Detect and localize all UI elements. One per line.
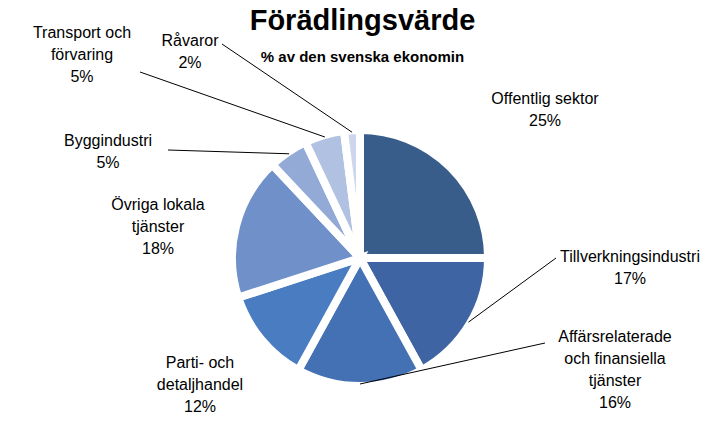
svg-text:Råvaror2%: Råvaror2% <box>162 32 220 71</box>
svg-text:Övriga lokalatjänster18%: Övriga lokalatjänster18% <box>111 196 204 257</box>
svg-text:Affärsrelateradeoch finansiell: Affärsrelateradeoch finansiellatjänster1… <box>558 328 672 411</box>
svg-text:Tillverkningsindustri17%: Tillverkningsindustri17% <box>560 248 700 287</box>
html-text:Förädlingsvärde: Förädlingsvärde <box>249 4 476 36</box>
svg-text:Transport ochförvaring5%: Transport ochförvaring5% <box>33 24 131 85</box>
svg-text:Parti- ochdetaljhandel12%: Parti- ochdetaljhandel12% <box>157 354 243 415</box>
html-text:% av den svenska ekonomin: % av den svenska ekonomin <box>260 48 465 65</box>
svg-text:Byggindustri5%: Byggindustri5% <box>64 132 152 171</box>
svg-text:Offentlig sektor25%: Offentlig sektor25% <box>491 90 599 129</box>
